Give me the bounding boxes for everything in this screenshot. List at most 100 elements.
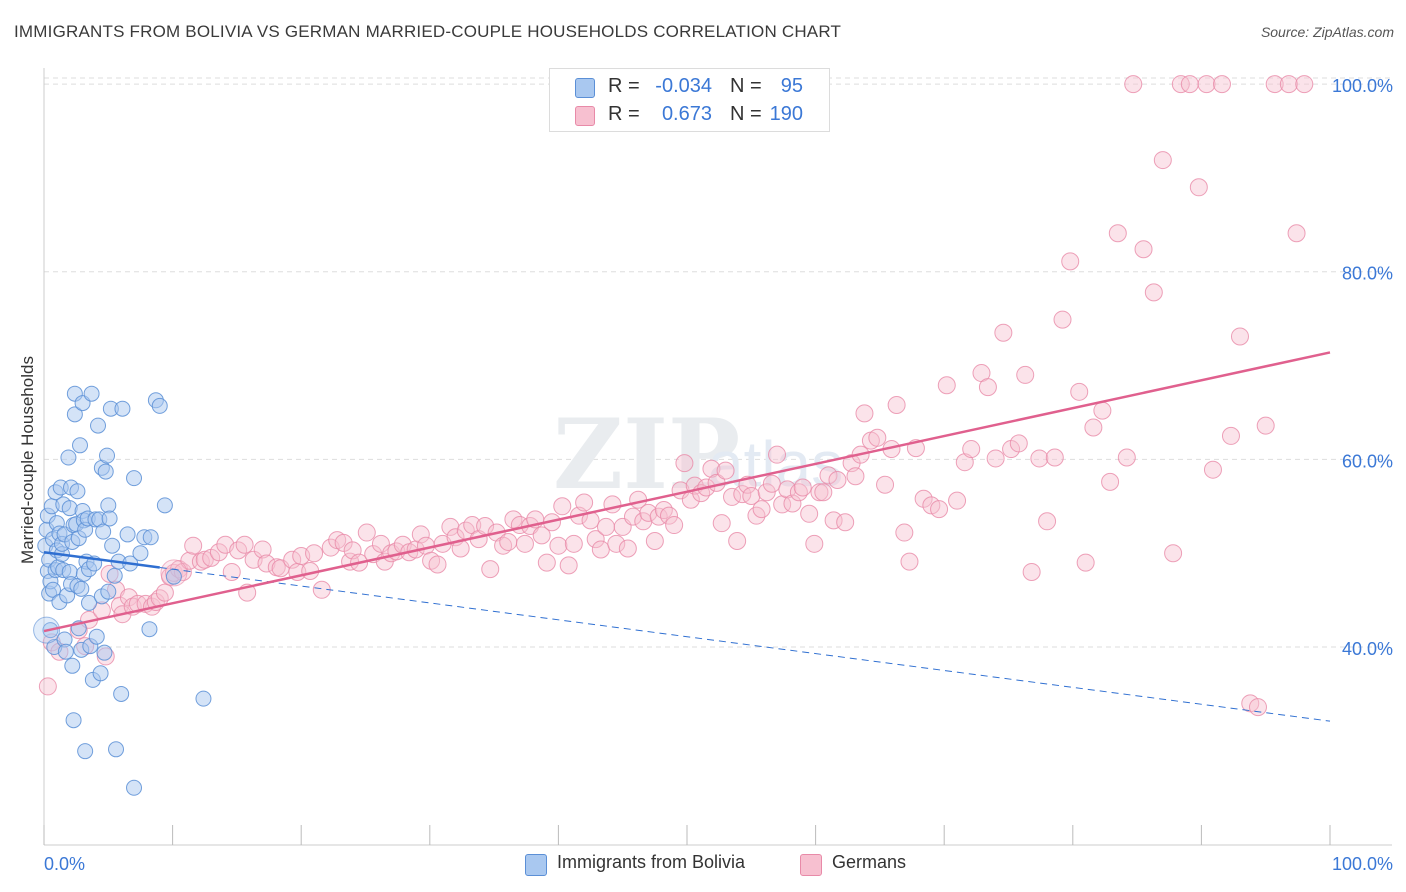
germans-point [733, 485, 752, 504]
legend-n-label: N = [730, 75, 762, 97]
germans-point [728, 532, 747, 551]
chart-source: Source: ZipAtlas.com [1260, 24, 1394, 40]
germans-point [824, 511, 843, 530]
germans-point [607, 534, 626, 553]
bolivia-point [156, 497, 173, 514]
germans-point [596, 517, 615, 536]
germans-point [742, 486, 761, 505]
germans-point [416, 536, 435, 555]
x-tick-label-max: 100.0% [1332, 854, 1393, 874]
germans-point [305, 544, 324, 563]
bolivia-trend-dashed [159, 566, 1331, 722]
germans-point [618, 539, 637, 558]
germans-point [371, 534, 390, 553]
germans-swatch [575, 106, 595, 126]
germans-point [723, 487, 742, 506]
bolivia-point [141, 621, 158, 638]
germans-point [868, 428, 887, 447]
y-tick-label: 40.0% [1342, 639, 1393, 659]
bolivia-point [126, 470, 143, 487]
legend-r-label: R = [608, 75, 640, 97]
bolivia-point [81, 594, 98, 611]
bolivia-point [114, 400, 131, 417]
germans-point [930, 500, 949, 519]
bolivia-point [108, 741, 125, 758]
germans-point [591, 540, 610, 559]
germans-point [253, 540, 272, 559]
germans-point [553, 497, 572, 516]
germans-point [810, 483, 829, 502]
bolivia-point [142, 529, 159, 546]
germans-point [1061, 252, 1080, 271]
germans-point [1045, 448, 1064, 467]
germans-point [334, 533, 353, 552]
bolivia-point [64, 657, 81, 674]
germans-point [978, 378, 997, 397]
germans-point [1093, 401, 1112, 420]
legend-n-value: 95 [780, 75, 803, 97]
legend-r-value: -0.034 [655, 75, 712, 97]
germans-point [235, 535, 254, 554]
germans-point [805, 534, 824, 553]
germans-point [1153, 151, 1172, 170]
germans-point [532, 526, 551, 545]
bolivia-point [99, 447, 116, 464]
germans-point [1230, 327, 1249, 346]
germans-point [645, 532, 664, 551]
germans-point [195, 550, 214, 569]
bolivia-point [95, 523, 112, 540]
germans-point [712, 514, 731, 533]
germans-point [639, 503, 658, 522]
germans-point [1124, 75, 1143, 94]
germans-point [828, 471, 847, 490]
germans-point [623, 507, 642, 526]
bolivia-point [104, 537, 121, 554]
bolivia-point [90, 417, 107, 434]
germans-point [948, 491, 967, 510]
legend-stats: R = -0.034 N = 95 R = 0.673 N = 190 [549, 68, 830, 132]
germans-point [654, 501, 673, 520]
germans-point [119, 588, 138, 607]
germans-point [659, 506, 678, 525]
germans-point [1053, 310, 1072, 329]
germans-point [836, 513, 855, 532]
bolivia-point [195, 690, 212, 707]
axes-layer [43, 68, 1392, 846]
germans-point [1022, 562, 1041, 581]
germans-point [222, 562, 241, 581]
germans-point [549, 536, 568, 555]
bolivia-point [66, 406, 83, 423]
germans-point [814, 483, 833, 502]
germans-point [778, 480, 797, 499]
germans-point [937, 376, 956, 395]
bolivia-point [106, 567, 123, 584]
germans-point [283, 550, 302, 569]
germans-point [575, 493, 594, 512]
germans-point [1108, 224, 1127, 243]
legend-label-bolivia: Immigrants from Bolivia [557, 852, 746, 872]
germans-point [515, 534, 534, 553]
bolivia-point [88, 628, 105, 645]
germans-trend-line [43, 351, 1331, 633]
germans-point [1164, 544, 1183, 563]
germans-point [962, 440, 981, 459]
bolivia-swatch [575, 78, 595, 98]
germans-point [481, 560, 500, 579]
bolivia-point [119, 526, 136, 543]
germans-point [257, 554, 276, 573]
germans-point [559, 556, 578, 575]
x-tick-label-min: 0.0% [44, 854, 85, 874]
bolivia-point [72, 437, 89, 454]
germans-point [1287, 224, 1306, 243]
germans-point [1144, 283, 1163, 302]
bolivia-point [96, 644, 113, 661]
legend-r-label: R = [608, 103, 640, 125]
germans-point [428, 555, 447, 574]
germans-point [900, 552, 919, 571]
legend-label-germans: Germans [832, 852, 907, 872]
germans-point [986, 449, 1005, 468]
bolivia-trend-solid [43, 551, 160, 569]
bolivia-point [73, 580, 90, 597]
germans-point [762, 474, 781, 493]
germans-point [411, 525, 430, 544]
